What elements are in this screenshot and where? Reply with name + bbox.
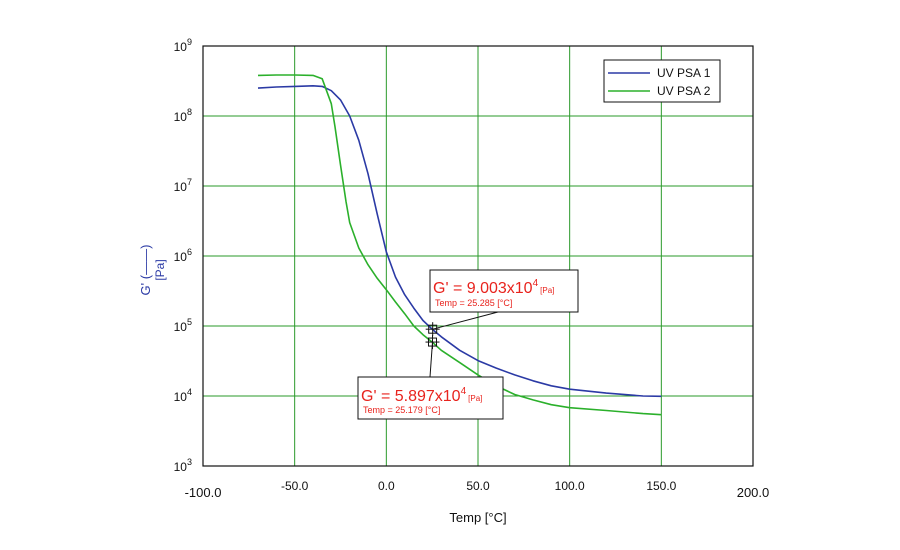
y-axis-title-group: G' (——) [Pa] bbox=[138, 245, 167, 296]
y-axis-title: G' (——) bbox=[138, 245, 153, 296]
x-tick-label: 100.0 bbox=[555, 479, 585, 493]
y-tick-label: 109 bbox=[174, 37, 192, 54]
legend-label-uv-psa-2: UV PSA 2 bbox=[657, 84, 711, 98]
series-group bbox=[257, 74, 662, 416]
y-axis-unit: [Pa] bbox=[153, 259, 167, 280]
annotation-1-temp: Temp = 25.285 [°C] bbox=[435, 298, 512, 308]
y-tick-label: 105 bbox=[174, 317, 192, 334]
annotation-2-prefix: G' = 5.897x10 bbox=[361, 388, 461, 405]
y-tick-label: 108 bbox=[174, 107, 192, 124]
legend-box bbox=[603, 59, 721, 103]
annotation-uv-psa-1: G' = 9.003x104[Pa] Temp = 25.285 [°C] bbox=[429, 269, 579, 330]
x-tick-label: 0.0 bbox=[378, 479, 395, 493]
annotation-markers bbox=[425, 322, 440, 350]
annotation-1-unit: [Pa] bbox=[540, 286, 554, 295]
annotation-1-prefix: G' = 9.003x10 bbox=[433, 280, 533, 297]
y-tick-label: 103 bbox=[174, 457, 192, 474]
annotation-2-box bbox=[357, 376, 504, 420]
x-tick-label: 150.0 bbox=[646, 479, 676, 493]
x-tick-label: -50.0 bbox=[281, 479, 309, 493]
annotation-2-exp: 4 bbox=[461, 386, 467, 397]
series-line-uv-psa-1 bbox=[257, 85, 662, 398]
legend-label-uv-psa-1: UV PSA 1 bbox=[657, 66, 711, 80]
y-axis-ticks: 103 104 105 106 107 108 109 bbox=[174, 37, 192, 474]
y-tick-label: 107 bbox=[174, 177, 192, 194]
annotation-uv-psa-2: G' = 5.897x104[Pa] Temp = 25.179 [°C] bbox=[357, 342, 504, 420]
annotation-1-leader bbox=[432, 311, 499, 330]
x-tick-label: 200.0 bbox=[737, 485, 770, 500]
plot-frame bbox=[202, 45, 754, 467]
series-line-uv-psa-2 bbox=[257, 74, 662, 416]
annotation-marker-1 bbox=[425, 322, 440, 337]
annotation-2-temp: Temp = 25.179 [°C] bbox=[363, 405, 440, 415]
annotation-1-value: G' = 9.003x104[Pa] bbox=[433, 278, 554, 297]
y-tick-label: 104 bbox=[174, 387, 192, 404]
annotation-1-exp: 4 bbox=[533, 278, 539, 289]
annotation-2-value: G' = 5.897x104[Pa] bbox=[361, 386, 482, 405]
y-tick-label: 106 bbox=[174, 247, 192, 264]
x-tick-label: 50.0 bbox=[466, 479, 490, 493]
x-tick-label: -100.0 bbox=[185, 485, 222, 500]
legend: UV PSA 1 UV PSA 2 bbox=[603, 59, 721, 103]
annotation-marker-2 bbox=[425, 335, 440, 350]
annotation-1-box bbox=[429, 269, 579, 313]
x-axis-title: Temp [°C] bbox=[449, 510, 506, 525]
x-axis-ticks: -100.0 -50.0 0.0 50.0 100.0 150.0 200.0 bbox=[185, 479, 770, 500]
annotation-2-unit: [Pa] bbox=[468, 394, 482, 403]
